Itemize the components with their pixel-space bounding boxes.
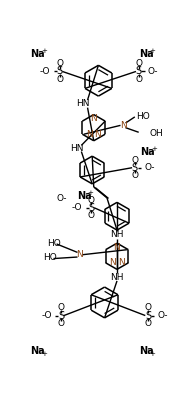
- Text: HO: HO: [136, 112, 150, 120]
- Text: Na: Na: [77, 191, 91, 201]
- Text: +: +: [41, 48, 47, 54]
- Text: S: S: [57, 66, 63, 77]
- Text: HO: HO: [47, 239, 61, 248]
- Text: N: N: [109, 258, 116, 267]
- Text: -O: -O: [41, 311, 52, 320]
- Text: Na: Na: [30, 49, 45, 59]
- Text: O-: O-: [148, 67, 159, 76]
- Text: O: O: [56, 75, 63, 84]
- Text: O: O: [145, 303, 151, 312]
- Text: NH: NH: [110, 272, 124, 282]
- Text: HN: HN: [76, 99, 90, 108]
- Text: +: +: [41, 351, 47, 357]
- Text: HN: HN: [70, 144, 84, 153]
- Text: N: N: [90, 114, 97, 123]
- Text: O: O: [88, 195, 95, 205]
- Text: N: N: [120, 121, 127, 130]
- Text: -O: -O: [72, 203, 82, 212]
- Text: O-: O-: [56, 194, 67, 203]
- Text: HO: HO: [43, 253, 57, 262]
- Text: S: S: [145, 311, 151, 320]
- Text: O: O: [58, 319, 65, 328]
- Text: O: O: [131, 156, 138, 164]
- Text: +: +: [88, 190, 94, 196]
- Text: S: S: [88, 203, 94, 213]
- Text: N: N: [114, 243, 120, 251]
- Text: N: N: [118, 258, 125, 267]
- Text: +: +: [151, 146, 157, 152]
- Text: O: O: [145, 319, 151, 328]
- Text: N: N: [86, 130, 93, 139]
- Text: N: N: [76, 250, 83, 259]
- Text: O-: O-: [157, 311, 168, 320]
- Text: Na: Na: [139, 346, 153, 356]
- Text: O: O: [135, 59, 142, 68]
- Text: S: S: [58, 311, 64, 320]
- Text: +: +: [150, 48, 156, 54]
- Text: S: S: [132, 163, 138, 173]
- Text: N: N: [94, 130, 101, 139]
- Text: S: S: [136, 66, 142, 77]
- Text: O-: O-: [144, 163, 155, 172]
- Text: Na: Na: [30, 346, 45, 356]
- Text: NH: NH: [110, 230, 124, 239]
- Text: Na: Na: [140, 147, 155, 157]
- Text: O: O: [58, 303, 65, 312]
- Text: O: O: [56, 59, 63, 68]
- Text: O: O: [135, 75, 142, 84]
- Text: -O: -O: [40, 67, 50, 76]
- Text: O: O: [88, 211, 95, 220]
- Text: O: O: [131, 171, 138, 180]
- Text: +: +: [150, 351, 156, 357]
- Text: Na: Na: [139, 49, 153, 59]
- Text: OH: OH: [150, 129, 163, 137]
